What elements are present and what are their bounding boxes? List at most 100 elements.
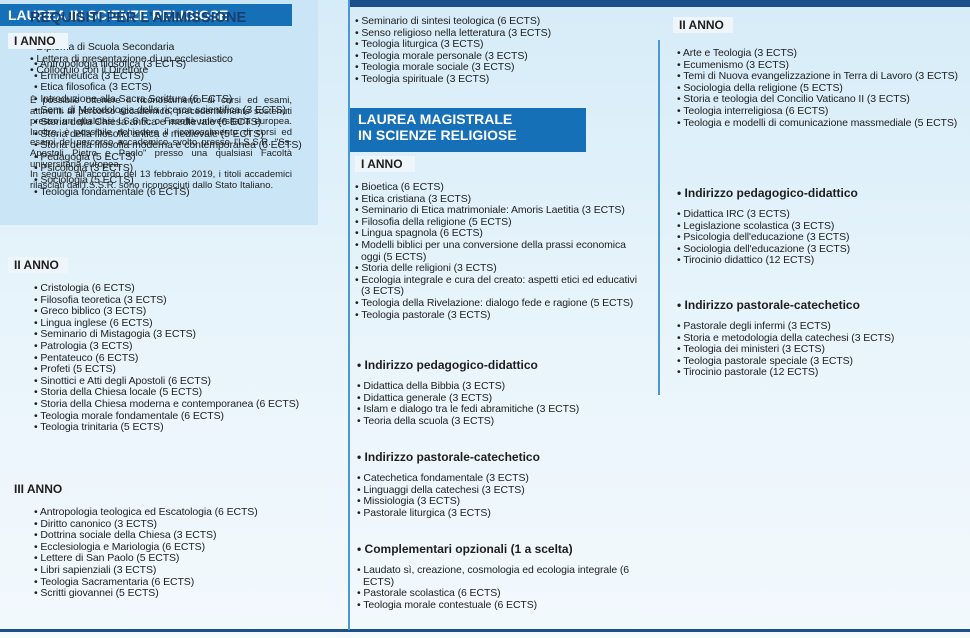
course-item: Sociologia dell'educazione (3 ECTS) [677,243,963,256]
course-section: Indirizzo pedagogico-didattico Didattica … [357,358,649,427]
course-item: Antropologia teologica ed Escatologia (6… [34,506,308,519]
course-item: Modelli biblici per una conversione dell… [355,239,647,263]
course-item: Psicologia (3 ECTS) [34,163,308,175]
year-heading: II ANNO [8,257,68,273]
course-item: Libri sapienziali (3 ECTS) [34,564,308,577]
course-item: Pastorale scolastica (6 ECTS) [357,588,649,600]
course-section: I ANNO Bioetica (6 ECTS)Etica cristiana (… [355,155,647,321]
course-item: Cristologia (6 ECTS) [34,282,308,295]
course-item: Didattica generale (3 ECTS) [357,392,649,405]
course-item: Temi di Nuova evangelizzazione in Terra … [677,71,963,83]
program-title: LAUREA IN SCIENZE RELIGIOSE [0,4,292,26]
course-list: Didattica IRC (3 ECTS)Legislazione scola… [677,208,963,267]
course-item: Lingua inglese (6 ECTS) [34,317,308,330]
course-item: Linguaggi della catechesi (3 ECTS) [357,484,649,497]
course-item: Profeti (5 ECTS) [34,364,308,376]
course-item: Storia delle religioni (3 ECTS) [355,263,647,275]
course-item: Antropologia filosofica (3 ECTS) [34,58,308,71]
course-item: Teologia e modelli di comunicazione mass… [677,117,963,130]
course-item: Ecologia integrale e cura del creato: as… [355,274,647,298]
course-item: Lettere di San Paolo (5 ECTS) [34,553,308,565]
col-divider [348,0,350,630]
course-item: Teologia morale fondamentale (6 ECTS) [34,410,308,423]
course-item: Sem. di Metodologia della ricerca scient… [34,105,308,117]
course-item: Islam e dialogo tra le fedi abramitiche … [357,404,649,416]
course-item: Greco biblico (3 ECTS) [34,306,308,318]
course-item: Teologia Sacramentaria (6 ECTS) [34,576,308,589]
course-item: Seminario di sintesi teologica (6 ECTS) [355,15,647,28]
course-list: Arte e Teologia (3 ECTS)Ecumenismo (3 EC… [673,47,963,130]
course-item: Diploma di Scuola Secondaria [30,41,300,54]
course-section: Indirizzo pedagogico-didattico Didattica … [677,186,963,267]
course-item: Ecclesiologia e Mariologia (6 ECTS) [34,541,308,554]
course-item: Laudato sì, creazione, cosmologia ed eco… [357,564,649,588]
course-item: Storia e metodologia della catechesi (3 … [677,332,963,345]
course-item: Pentateuco (6 ECTS) [34,352,308,365]
course-item: Storia della Chiesa locale (5 ECTS) [34,387,308,399]
course-list: Bioetica (6 ECTS)Etica cristiana (3 ECTS… [355,181,647,322]
course-section: Indirizzo pastorale-catechetico Pastorale… [677,298,963,379]
track-heading: Indirizzo pastorale-catechetico [357,450,649,464]
course-item: Tirocinio pastorale (12 ECTS) [677,367,963,379]
course-section: I ANNO Antropologia filosofica (3 ECTS)Er… [8,32,308,198]
course-item: Etica filosofica (3 ECTS) [34,82,308,94]
course-item: Catechetica fondamentale (3 ECTS) [357,472,649,485]
course-item: Didattica IRC (3 ECTS) [677,208,963,221]
course-item: Missiologia (3 ECTS) [357,496,649,508]
course-list: Antropologia filosofica (3 ECTS)Ermeneut… [8,58,308,199]
course-item: Filosofia teoretica (3 ECTS) [34,294,308,307]
requirements-title: REQUISITI PER L'AMMISSIONE [30,10,247,26]
track-heading: Indirizzo pastorale-catechetico [677,298,963,312]
course-item: Scritti giovannei (5 ECTS) [34,588,308,600]
course-item: Ermeneutica (3 ECTS) [34,70,308,83]
col-divider [658,40,660,395]
top-rule [350,0,970,7]
course-item: Teologia morale sociale (3 ECTS) [355,62,647,74]
course-item: Arte e Teologia (3 ECTS) [677,47,963,60]
track-heading: Indirizzo pedagogico-didattico [357,358,649,372]
course-item: Teologia fondamentale (6 ECTS) [34,186,308,199]
course-list: Cristologia (6 ECTS)Filosofia teoretica … [8,282,308,434]
course-item: Dottrina sociale della Chiesa (3 ECTS) [34,530,308,542]
course-item: Storia della filosofia moderna e contemp… [34,140,308,152]
course-item: Didattica della Bibbia (3 ECTS) [357,380,649,393]
course-item: Psicologia dell'educazione (3 ECTS) [677,232,963,244]
course-list: Antropologia teologica ed Escatologia (6… [8,506,308,600]
course-item: Teologia interreligiosa (6 ECTS) [677,105,963,118]
course-item: Teologia pastorale speciale (3 ECTS) [677,355,963,368]
course-item: Legislazione scolastica (3 ECTS) [677,220,963,233]
bottom-rule [0,629,970,632]
year-heading: III ANNO [8,481,69,497]
continued-list: Seminario di sintesi teologica (6 ECTS)S… [355,15,647,86]
course-item: Introduzione alla Sacra Scrittura (6 ECT… [34,93,308,106]
track-heading: Complementari opzionali (1 a scelta) [357,542,649,556]
course-item: Teologia pastorale (3 ECTS) [355,309,647,322]
course-item: Ecumenismo (3 ECTS) [677,59,963,72]
course-list: Pastorale degli infermi (3 ECTS)Storia e… [677,320,963,379]
course-list: Seminario di sintesi teologica (6 ECTS)S… [355,15,647,86]
course-item: Storia e teologia del Concilio Vaticano … [677,94,963,106]
course-item: Senso religioso nella letteratura (3 ECT… [355,27,647,40]
course-item: Teologia della Rivelazione: dialogo fede… [355,297,647,310]
course-section: III ANNO Antropologia teologica ed Escato… [8,480,308,600]
course-item: Teologia spirituale (3 ECTS) [355,73,647,86]
course-item: Pastorale liturgica (3 ECTS) [357,507,649,520]
course-item: Teologia morale personale (3 ECTS) [355,50,647,63]
course-list: Didattica della Bibbia (3 ECTS)Didattica… [357,380,649,427]
course-item: Pedagogia (5 ECTS) [34,151,308,164]
course-item: Filosofia della religione (5 ECTS) [355,216,647,229]
course-item: Sociologia (5 ECTS) [34,174,308,187]
title-line: LAUREA MAGISTRALE [358,111,513,127]
course-section: Complementari opzionali (1 a scelta) Laud… [357,542,649,611]
course-section: II ANNO Cristologia (6 ECTS)Filosofia teo… [8,256,308,434]
year-heading: II ANNO [673,17,733,33]
course-item: Pastorale degli infermi (3 ECTS) [677,320,963,333]
title-line: IN SCIENZE RELIGIOSE [358,127,517,143]
course-item: Storia della Chiesa antica e medievale (… [34,116,308,129]
course-item: Sociologia della religione (5 ECTS) [677,82,963,95]
program-title: LAUREA MAGISTRALE IN SCIENZE RELIGIOSE [350,108,586,152]
course-item: Teologia liturgica (3 ECTS) [355,39,647,51]
course-list: Catechetica fondamentale (3 ECTS)Linguag… [357,472,649,520]
track-heading: Indirizzo pedagogico-didattico [677,186,963,200]
